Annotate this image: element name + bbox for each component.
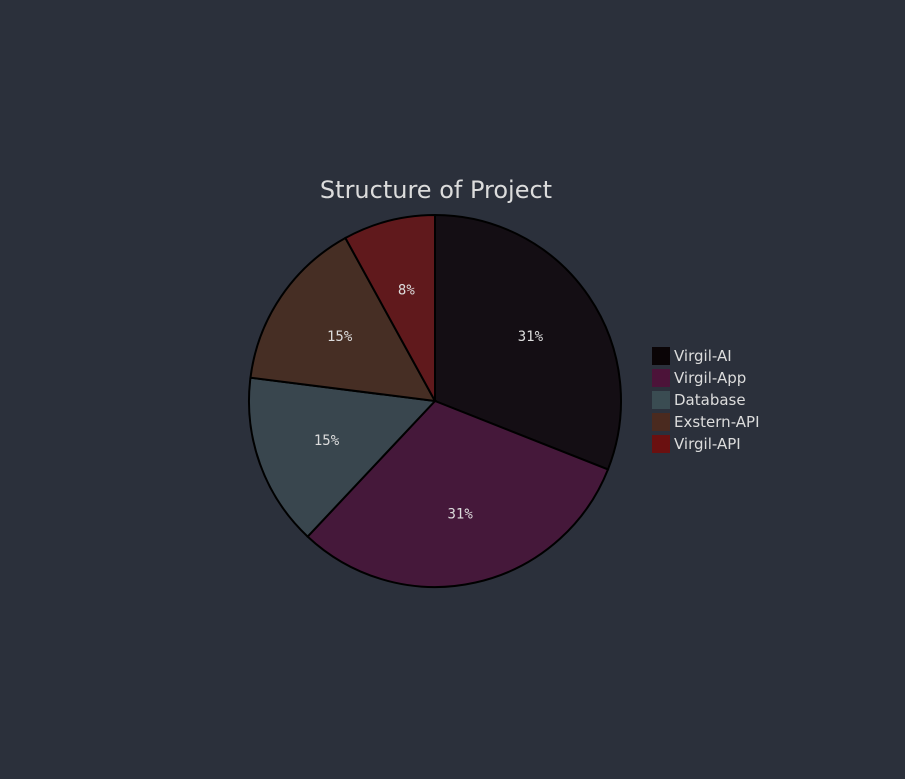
legend-swatch	[652, 347, 670, 365]
legend-item-database: Database	[652, 389, 760, 411]
legend-swatch	[652, 413, 670, 431]
chart-title: Structure of Project	[319, 176, 553, 204]
legend-label: Virgil-AI	[674, 347, 732, 365]
legend-swatch	[652, 391, 670, 409]
pie-slice-labels: 31% 31% 15% 15% 8%	[314, 282, 544, 522]
slice-percent-label: 31%	[518, 329, 544, 345]
legend-label: Virgil-API	[674, 435, 741, 453]
pie-slices	[248, 213, 622, 588]
legend-item-virgil-app: Virgil-App	[652, 367, 760, 389]
pie-slice-virgil-ai	[434, 213, 622, 471]
slice-percent-label: 8%	[398, 282, 415, 298]
slice-percent-label: 15%	[327, 329, 353, 345]
legend-label: Database	[674, 391, 746, 409]
legend-swatch	[652, 435, 670, 453]
slice-percent-label: 15%	[314, 433, 340, 449]
legend-swatch	[652, 369, 670, 387]
legend-label: Virgil-App	[674, 369, 747, 387]
legend-item-virgil-api: Virgil-API	[652, 433, 760, 455]
legend-item-exstern-api: Exstern-API	[652, 411, 760, 433]
pie-slice-virgil-app	[306, 399, 610, 588]
pie-slice-database	[248, 376, 438, 539]
legend: Virgil-AI Virgil-App Database Exstern-AP…	[652, 345, 760, 455]
legend-label: Exstern-API	[674, 413, 760, 431]
pie-slice-virgil-api	[344, 213, 436, 402]
pie-slice-exstern-api	[249, 236, 437, 403]
legend-item-virgil-ai: Virgil-AI	[652, 345, 760, 367]
slice-percent-label: 31%	[448, 507, 474, 523]
